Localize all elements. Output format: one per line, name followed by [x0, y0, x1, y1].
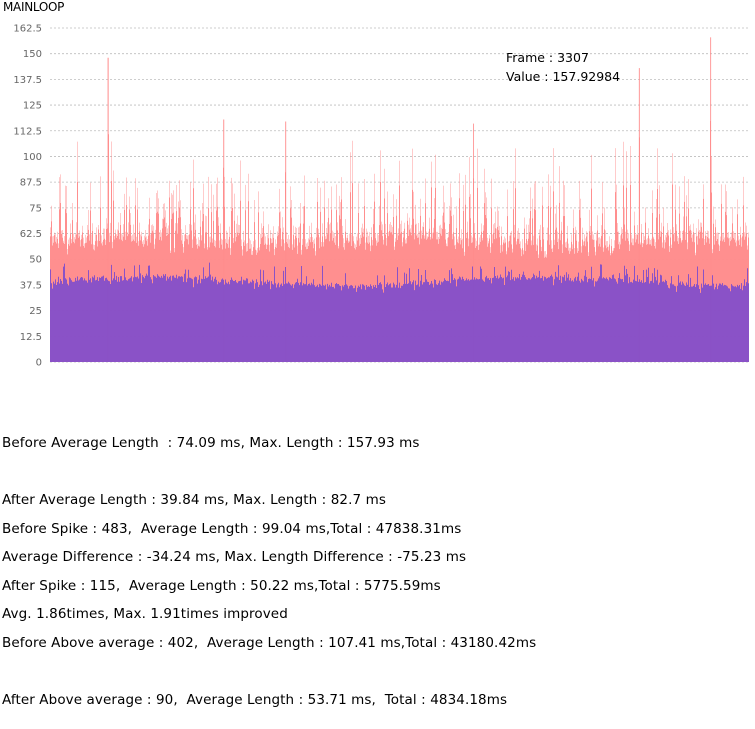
- y-tick-label: 0: [36, 358, 42, 369]
- y-axis: 0 12.5 25 37.5 50 62.5 75 87.5 100 112.5 125 137.5 1…: [13, 24, 42, 369]
- y-tick-label: 12.5: [20, 332, 42, 343]
- chart-title: MAINLOOP: [3, 0, 65, 14]
- stat-after-average: After Average Length : 39.84 ms, Max. Le…: [2, 492, 386, 508]
- tooltip-value-label: Value : 157.92984: [506, 69, 620, 84]
- y-tick-label: 75: [29, 203, 42, 214]
- y-tick-label: 25: [29, 306, 42, 317]
- series-after-fill: [50, 262, 749, 362]
- y-tick-label: 125: [23, 101, 42, 112]
- y-tick-label: 62.5: [20, 229, 42, 240]
- y-tick-label: 100: [23, 152, 42, 163]
- y-tick-label: 137.5: [13, 75, 42, 86]
- y-tick-label: 87.5: [20, 178, 42, 189]
- stat-after-spike: After Spike : 115, Average Length : 50.2…: [2, 578, 441, 594]
- series-after-area: [50, 262, 749, 362]
- stat-after-above-average: After Above average : 90, Average Length…: [2, 692, 508, 708]
- y-tick-label: 37.5: [20, 280, 42, 291]
- y-tick-label: 162.5: [13, 24, 42, 35]
- y-tick-label: 112.5: [13, 126, 42, 137]
- y-tick-label: 150: [23, 49, 42, 60]
- stat-average-difference: Average Difference : -34.24 ms, Max. Len…: [2, 549, 467, 565]
- hover-tooltip: Frame : 3307 Value : 157.92984: [506, 50, 620, 84]
- stat-before-above-average: Before Above average : 402, Average Leng…: [2, 635, 537, 651]
- y-tick-label: 50: [29, 255, 42, 266]
- frame-time-chart: 0 12.5 25 37.5 50 62.5 75 87.5 100 112.5 125 137.5 1…: [13, 24, 749, 369]
- stat-before-spike: Before Spike : 483, Average Length : 99.…: [2, 521, 462, 537]
- stats-spikes: Before Spike : 483, Average Length : 99.…: [2, 482, 536, 729]
- tooltip-frame-label: Frame : 3307: [506, 50, 589, 65]
- stat-before-average: Before Average Length : 74.09 ms, Max. L…: [2, 435, 420, 451]
